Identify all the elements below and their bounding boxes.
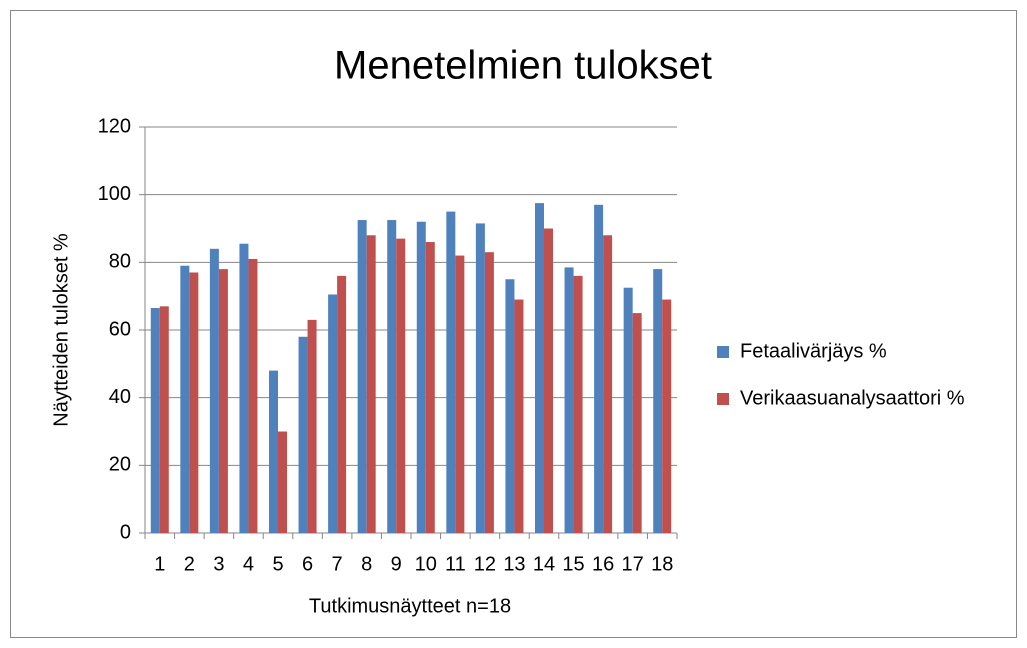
x-tick-label: 18 bbox=[651, 553, 673, 575]
x-tick-label: 9 bbox=[391, 553, 402, 575]
bar bbox=[425, 242, 435, 534]
y-tick-label: 40 bbox=[109, 386, 131, 408]
x-tick-label: 15 bbox=[562, 553, 584, 575]
bar bbox=[337, 275, 347, 533]
bar bbox=[150, 308, 160, 533]
x-tick-label: 6 bbox=[302, 553, 313, 575]
bar bbox=[357, 220, 367, 533]
bar bbox=[416, 221, 426, 533]
bar bbox=[475, 223, 485, 534]
legend-label: Fetaalivärjäys % bbox=[740, 340, 887, 362]
bar bbox=[180, 265, 190, 533]
bar bbox=[366, 235, 376, 533]
x-tick-label: 3 bbox=[213, 553, 224, 575]
bar bbox=[603, 235, 613, 533]
y-axis-label: Näytteiden tulokset % bbox=[50, 233, 72, 427]
bar bbox=[278, 431, 287, 533]
bar bbox=[653, 269, 663, 533]
bar bbox=[594, 204, 604, 534]
x-axis-label: Tutkimusnäytteet n=18 bbox=[309, 595, 511, 617]
bar bbox=[387, 220, 397, 533]
bar bbox=[307, 319, 317, 533]
bar bbox=[662, 299, 672, 533]
bar bbox=[632, 313, 642, 533]
x-tick-label: 13 bbox=[503, 553, 525, 575]
y-tick-label: 20 bbox=[109, 454, 131, 476]
y-tick-label: 80 bbox=[109, 251, 131, 273]
bar bbox=[248, 258, 258, 533]
bar bbox=[446, 211, 456, 534]
bar bbox=[535, 203, 544, 533]
y-tick-label: 120 bbox=[98, 115, 131, 137]
x-tick-label: 8 bbox=[361, 553, 372, 575]
y-tick-label: 0 bbox=[120, 521, 131, 543]
x-tick-label: 7 bbox=[332, 553, 343, 575]
bar bbox=[455, 255, 465, 534]
bar bbox=[269, 370, 278, 533]
x-tick-label: 17 bbox=[622, 553, 644, 575]
bar bbox=[298, 336, 308, 533]
x-tick-label: 12 bbox=[474, 553, 496, 575]
bar bbox=[484, 252, 494, 533]
x-tick-label: 2 bbox=[184, 553, 195, 575]
x-tick-label: 11 bbox=[445, 553, 466, 575]
x-tick-label: 16 bbox=[592, 553, 614, 575]
legend-swatch bbox=[717, 346, 729, 358]
legend-swatch bbox=[717, 393, 729, 405]
x-tick-label: 14 bbox=[533, 553, 555, 575]
legend-label: Verikaasuanalysaattori % bbox=[740, 387, 965, 409]
chart-title: Menetelmien tulokset bbox=[334, 44, 712, 88]
y-tick-label: 100 bbox=[98, 183, 131, 205]
bar bbox=[544, 228, 553, 533]
bar bbox=[189, 272, 199, 533]
bar bbox=[239, 243, 249, 533]
bar bbox=[218, 269, 228, 533]
x-tick-label: 10 bbox=[415, 553, 437, 575]
bar bbox=[396, 238, 406, 533]
x-tick-label: 4 bbox=[243, 553, 254, 575]
bar bbox=[505, 279, 515, 533]
bar bbox=[209, 248, 219, 534]
bar bbox=[623, 287, 633, 533]
bar bbox=[514, 299, 524, 533]
bar bbox=[328, 294, 338, 533]
x-tick-label: 1 bbox=[154, 553, 165, 575]
bar bbox=[159, 306, 169, 533]
bar bbox=[564, 267, 574, 533]
bar bbox=[573, 275, 583, 533]
y-tick-label: 60 bbox=[109, 318, 131, 340]
x-tick-label: 5 bbox=[272, 553, 283, 575]
